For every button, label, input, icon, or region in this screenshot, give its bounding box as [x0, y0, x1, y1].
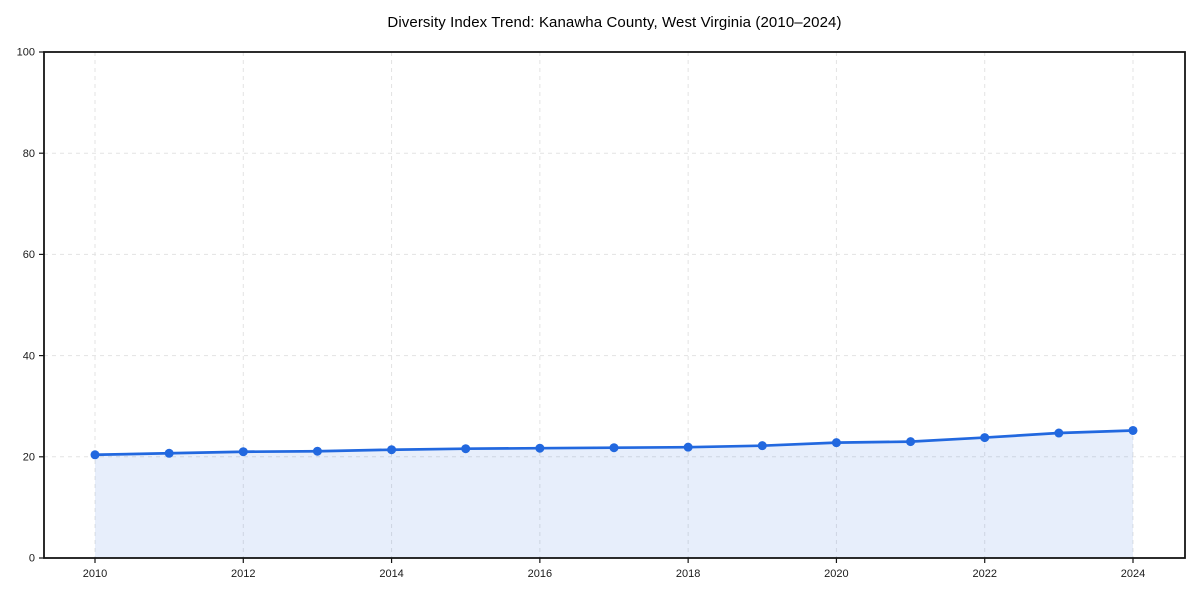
x-tick-label-2022: 2022 [972, 568, 996, 580]
x-tick-label-2014: 2014 [379, 568, 403, 580]
y-tick-label-100: 100 [17, 47, 35, 59]
data-point-2012 [238, 447, 248, 457]
data-point-2020 [831, 438, 841, 448]
x-tick-label-2020: 2020 [824, 568, 848, 580]
y-tick-label-40: 40 [23, 350, 35, 362]
data-point-2023 [1054, 428, 1064, 438]
data-point-2019 [757, 441, 767, 451]
y-tick-label-20: 20 [23, 452, 35, 464]
x-tick-label-2010: 2010 [83, 568, 107, 580]
y-tick-label-80: 80 [23, 148, 35, 160]
y-tick-label-0: 0 [29, 553, 35, 565]
x-tick-label-2016: 2016 [528, 568, 552, 580]
data-point-2022 [980, 433, 990, 443]
data-point-2013 [312, 446, 322, 456]
x-tick-label-2012: 2012 [231, 568, 255, 580]
area-fill [95, 430, 1133, 558]
data-point-2016 [535, 443, 545, 453]
plot-border [43, 51, 1186, 559]
data-point-2018 [683, 442, 693, 452]
data-point-2010 [90, 450, 100, 460]
data-point-2014 [387, 445, 397, 455]
data-point-2024 [1128, 425, 1138, 435]
x-tick-label-2024: 2024 [1121, 568, 1145, 580]
data-point-2017 [609, 443, 619, 453]
data-point-2015 [461, 444, 471, 454]
x-tick-label-2018: 2018 [676, 568, 700, 580]
data-point-2021 [906, 437, 916, 447]
y-tick-label-60: 60 [23, 249, 35, 261]
data-point-2011 [164, 448, 174, 458]
chart-title: Diversity Index Trend: Kanawha County, W… [387, 14, 842, 31]
